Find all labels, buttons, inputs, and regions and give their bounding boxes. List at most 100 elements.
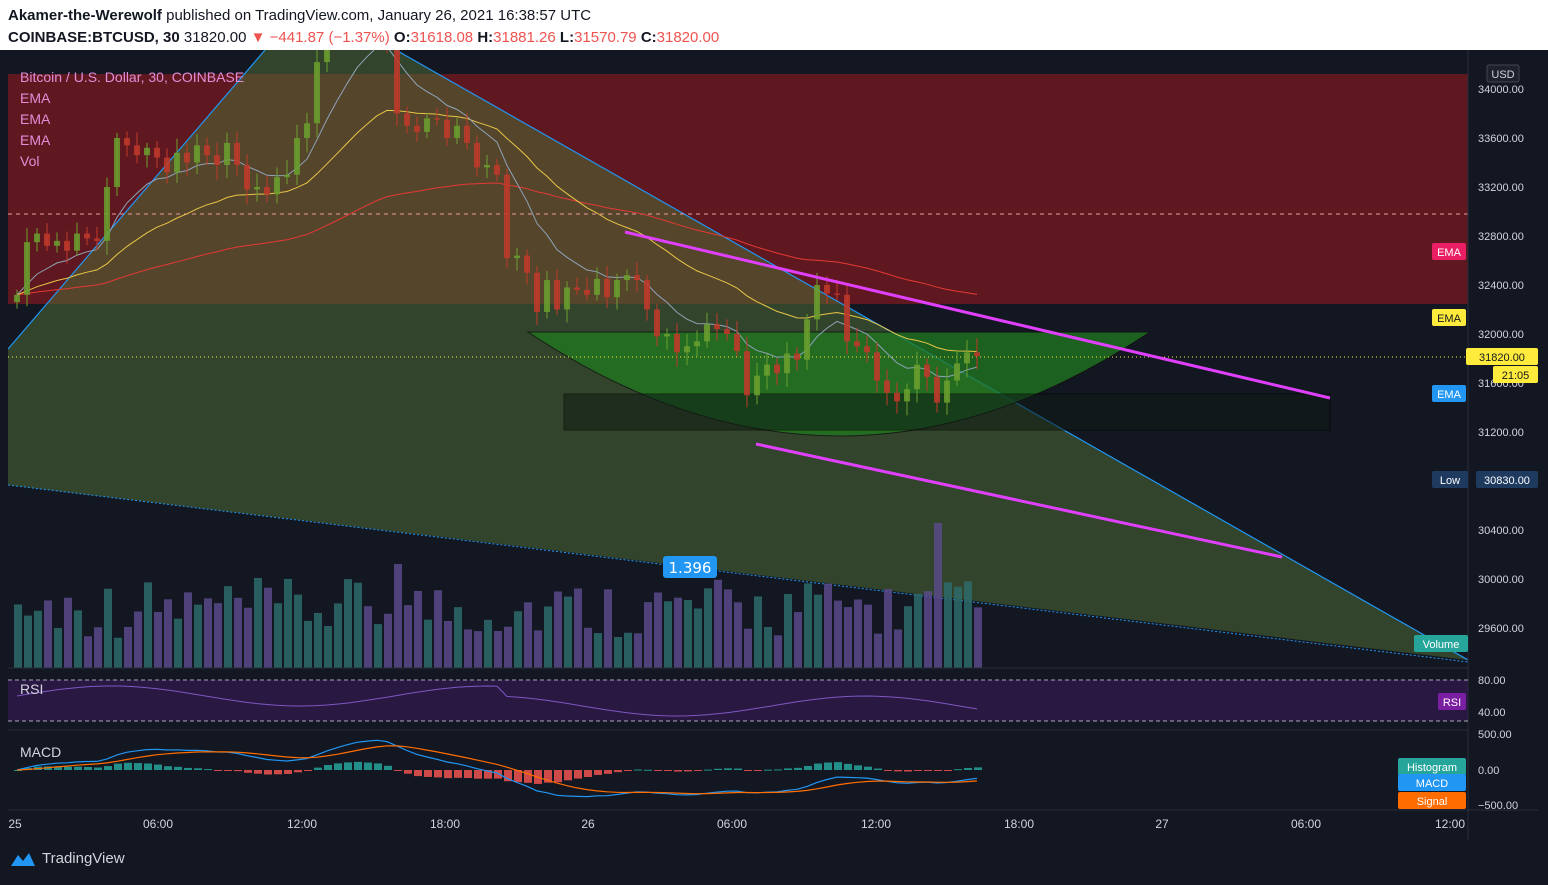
candle-body[interactable]	[124, 138, 130, 146]
candle-body[interactable]	[34, 233, 40, 243]
legend-ema-3[interactable]: EMA	[20, 132, 51, 148]
candle-body[interactable]	[504, 174, 510, 259]
macd-hist-bar[interactable]	[294, 770, 302, 773]
volume-bar[interactable]	[834, 600, 842, 668]
candle-body[interactable]	[534, 272, 540, 312]
macd-hist-bar[interactable]	[764, 769, 772, 771]
macd-hist-bar[interactable]	[874, 768, 882, 770]
volume-bar[interactable]	[144, 582, 152, 668]
volume-bar[interactable]	[424, 619, 432, 668]
volume-bar[interactable]	[914, 593, 922, 668]
volume-bar[interactable]	[44, 600, 52, 668]
volume-bar[interactable]	[324, 625, 332, 668]
candle-body[interactable]	[204, 145, 210, 156]
currency-box[interactable]	[1486, 64, 1520, 83]
candle-body[interactable]	[904, 389, 910, 402]
macd-hist-bar[interactable]	[114, 763, 122, 770]
price-tag-box[interactable]	[1432, 471, 1468, 488]
candle-body[interactable]	[944, 380, 950, 403]
macd-hist-bar[interactable]	[384, 765, 392, 770]
volume-bars[interactable]	[14, 522, 982, 668]
candle-body[interactable]	[74, 233, 80, 251]
macd-hist-bar[interactable]	[544, 770, 552, 783]
volume-bar[interactable]	[614, 636, 622, 668]
volume-bar[interactable]	[334, 603, 342, 668]
volume-bar[interactable]	[34, 610, 42, 668]
candle-body[interactable]	[224, 142, 230, 165]
macd-tag-box[interactable]	[1398, 774, 1466, 791]
candle-body[interactable]	[764, 364, 770, 376]
candle-body[interactable]	[914, 364, 920, 390]
volume-bar[interactable]	[714, 579, 722, 668]
chart-canvas[interactable]: 1.396 Bitcoin / U.S. Dollar, 30, COINBAS…	[0, 50, 1548, 840]
macd-hist-bar[interactable]	[154, 764, 162, 770]
candle-body[interactable]	[934, 376, 940, 403]
candle-body[interactable]	[154, 147, 160, 158]
volume-bar[interactable]	[634, 633, 642, 668]
candle-body[interactable]	[824, 285, 830, 294]
volume-bar[interactable]	[604, 589, 612, 668]
volume-bar[interactable]	[624, 632, 632, 668]
macd-hist-bar[interactable]	[794, 767, 802, 770]
macd-hist-bar[interactable]	[914, 770, 922, 771]
legend-vol[interactable]: Vol	[20, 153, 39, 169]
candle-body[interactable]	[654, 309, 660, 337]
macd-hist-bar[interactable]	[104, 766, 112, 770]
volume-bar[interactable]	[14, 604, 22, 668]
macd-hist-bar[interactable]	[244, 770, 252, 773]
volume-bar[interactable]	[964, 581, 972, 668]
price-tag-box[interactable]	[1466, 348, 1538, 365]
candle-body[interactable]	[844, 294, 850, 342]
price-tag-box[interactable]	[1493, 366, 1538, 383]
candle-body[interactable]	[184, 152, 190, 163]
price-tag-box[interactable]	[1432, 385, 1466, 402]
macd-hist-bar[interactable]	[484, 770, 492, 779]
volume-bar[interactable]	[234, 597, 242, 668]
macd-hist-bar[interactable]	[684, 770, 692, 772]
candle-body[interactable]	[494, 164, 500, 175]
macd-hist-bar[interactable]	[844, 763, 852, 770]
macd-hist-bar[interactable]	[164, 766, 172, 770]
macd-hist-bar[interactable]	[434, 770, 442, 778]
candle-body[interactable]	[884, 380, 890, 393]
macd-hist-bar[interactable]	[454, 770, 462, 778]
price-tag-box[interactable]	[1432, 243, 1466, 260]
candle-body[interactable]	[684, 346, 690, 353]
macd-hist-bar[interactable]	[504, 770, 512, 782]
macd-hist-bar[interactable]	[804, 765, 812, 770]
macd-hist-bar[interactable]	[854, 765, 862, 770]
candle-body[interactable]	[424, 118, 430, 132]
channel-lower[interactable]	[8, 484, 1468, 663]
macd-hist-bar[interactable]	[414, 770, 422, 777]
macd-hist-bar[interactable]	[274, 770, 282, 775]
candle-body[interactable]	[784, 353, 790, 374]
lower-trendline[interactable]	[755, 442, 1283, 559]
macd-hist-bar[interactable]	[424, 770, 432, 777]
candle-body[interactable]	[174, 152, 180, 173]
volume-bar[interactable]	[864, 604, 872, 668]
macd-hist-bar[interactable]	[314, 767, 322, 770]
tradingview-logo[interactable]: TradingView	[10, 850, 125, 867]
macd-hist-bar[interactable]	[254, 770, 262, 774]
volume-bar[interactable]	[664, 601, 672, 668]
macd-hist-bar[interactable]	[724, 768, 732, 770]
macd-hist-bar[interactable]	[694, 770, 702, 771]
macd-hist-bar[interactable]	[344, 762, 352, 770]
volume-bar[interactable]	[924, 591, 932, 668]
candle-body[interactable]	[474, 142, 480, 168]
candle-body[interactable]	[454, 125, 460, 138]
volume-bar[interactable]	[934, 522, 942, 668]
macd-hist-bar[interactable]	[284, 770, 292, 774]
candle-body[interactable]	[524, 255, 530, 273]
candle-body[interactable]	[304, 123, 310, 138]
candle-body[interactable]	[674, 334, 680, 353]
volume-bar[interactable]	[314, 612, 322, 668]
candle-body[interactable]	[324, 50, 330, 63]
volume-bar[interactable]	[644, 602, 652, 668]
macd-hist-bar[interactable]	[204, 769, 212, 771]
macd-hist-bar[interactable]	[894, 770, 902, 772]
upper-trendline[interactable]	[624, 230, 1331, 400]
candle-body[interactable]	[874, 352, 880, 381]
volume-bar[interactable]	[704, 588, 712, 668]
candle-body[interactable]	[694, 341, 700, 347]
